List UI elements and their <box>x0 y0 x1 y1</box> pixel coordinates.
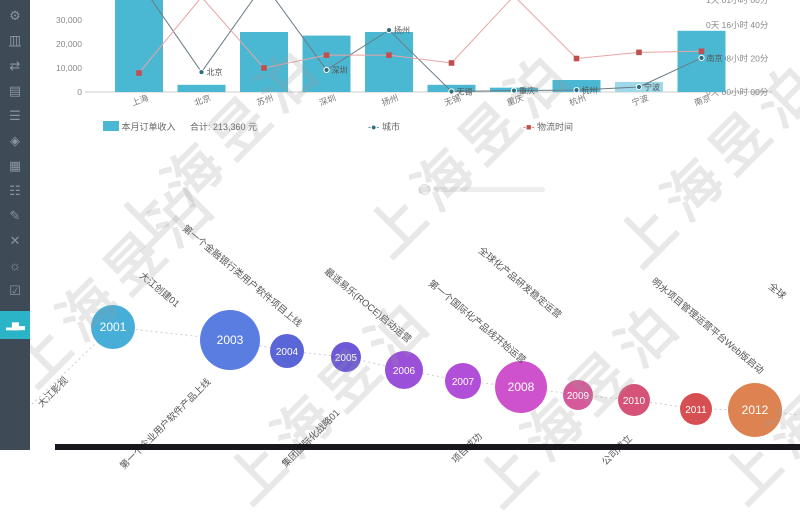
left-axis-tick: 0 <box>77 87 82 97</box>
city-line-point[interactable] <box>385 26 393 34</box>
bar-扬州[interactable] <box>365 32 413 92</box>
x-axis-label: 宁波 <box>630 92 650 107</box>
x-axis-label: 北京 <box>193 93 212 108</box>
bubble-year-label: 2003 <box>217 333 244 347</box>
x-axis-label: 深圳 <box>318 93 337 108</box>
sidebar-item-edit-pencil-icon[interactable]: ✎ <box>9 207 21 223</box>
legend-bar-series[interactable]: 本月订单收入 <box>103 120 176 133</box>
sidebar-item-bank-icon[interactable]: 皿 <box>8 34 22 49</box>
bubble-year-label: 2009 <box>567 391 590 402</box>
legend-bar-label: 本月订单收入 <box>121 122 176 132</box>
city-point-label: 北京 <box>207 67 223 77</box>
bubble-2008[interactable] <box>495 361 547 413</box>
logistics-line-point[interactable] <box>448 60 455 66</box>
city-line-point[interactable] <box>510 87 518 94</box>
left-axis-tick: 20,000 <box>56 39 82 49</box>
left-axis-tick: 10,000 <box>56 63 82 73</box>
total-label: 合计: 213,360 元 <box>190 122 258 132</box>
city-point-label: 重庆 <box>519 86 535 96</box>
bubble-2006[interactable] <box>385 351 423 389</box>
city-point-label: 无锡 <box>457 88 473 97</box>
bar-深圳[interactable] <box>302 35 351 92</box>
bubble-year-label: 2001 <box>100 320 127 334</box>
bubble-year-label: 2012 <box>742 403 769 417</box>
bubble-2005[interactable] <box>331 342 361 372</box>
logistics-line-point[interactable] <box>573 55 580 62</box>
bubble-year-label: 2008 <box>508 380 535 394</box>
sidebar-item-check-square-icon[interactable]: ☑ <box>9 282 21 298</box>
city-line-point[interactable] <box>448 88 455 95</box>
right-axis-tick: 0天 00小时 00分 <box>706 87 769 97</box>
bubble-year-label: 2010 <box>623 396 646 407</box>
legend-logistics-label: 物流时间 <box>536 122 573 132</box>
right-axis-tick: 0天 16小时 40分 <box>706 20 769 30</box>
sidebar-item-gem-icon[interactable]: ◈ <box>10 132 20 148</box>
sidebar-item-list-menu-icon[interactable]: ☰ <box>9 107 21 123</box>
bubble-year-label: 2006 <box>393 366 416 377</box>
bubble-2001[interactable] <box>91 305 135 349</box>
bottom-bar <box>55 444 800 450</box>
city-point-label: 扬州 <box>394 25 410 35</box>
slider-knob-icon[interactable] <box>419 184 430 195</box>
bubble-year-label: 2004 <box>276 347 299 358</box>
legend-city-series[interactable]: -●- 城市 <box>368 120 400 133</box>
left-axis-tick: 30,000 <box>56 15 82 25</box>
city-point-label: 南京 <box>707 53 723 63</box>
bar-swatch-icon <box>103 121 119 131</box>
bubble-2004[interactable] <box>270 334 304 368</box>
x-axis-label: 苏州 <box>255 93 274 108</box>
x-axis-label: 南京 <box>693 93 712 108</box>
bubble-2011[interactable] <box>680 393 712 425</box>
bubble-2009[interactable] <box>563 380 593 410</box>
orders-by-city-chart: 0 10,000 20,000 30,000 0天 00小时 00分 0天 08小时 20… <box>56 0 772 108</box>
right-axis-tick: 0天 08小时 20分 <box>706 53 769 63</box>
sidebar-item-transfer-arrows-icon[interactable]: ⇄ <box>9 57 21 73</box>
bubble-year-label: 2011 <box>685 405 707 416</box>
bubble-year-label: 2007 <box>452 377 475 388</box>
bar-南京[interactable] <box>677 30 726 92</box>
logistics-line-point[interactable] <box>386 52 392 58</box>
sidebar-item-chart-panel-icon[interactable]: ▤ <box>8 82 22 98</box>
milestone-bubble-timeline: 2001 2003 2004 2005 2006 2007 2008 2009 2010 2011… <box>30 305 800 437</box>
bubble-2007[interactable] <box>445 363 481 399</box>
bubble-2003[interactable] <box>200 310 260 370</box>
logistics-line-point[interactable] <box>698 48 705 55</box>
legend-total: 合计: 213,360 元 <box>190 120 257 133</box>
logistics-line-point[interactable] <box>261 65 267 71</box>
bar-无锡[interactable] <box>427 84 476 92</box>
sidebar-item-settings-gear-icon[interactable]: ⚙ <box>9 7 21 23</box>
city-point-label: 杭州 <box>582 85 598 95</box>
slider-track[interactable] <box>433 186 545 192</box>
sidebar: ⚙ 皿 ⇄ ▤ ☰ ◈ ▦ ☷ ✎ ✕ ☼ ☑ ▂▆▃ <box>0 0 30 450</box>
sidebar-item-bar-chart-icon[interactable]: ▂▆▃ <box>0 311 30 339</box>
city-line-point[interactable] <box>198 68 205 76</box>
city-line-point[interactable] <box>635 83 643 91</box>
line-circle-marker-icon: -●- <box>368 122 380 132</box>
x-axis-label: 扬州 <box>380 93 399 108</box>
sidebar-item-building-grid-icon[interactable]: ▦ <box>8 157 22 173</box>
bar-苏州[interactable] <box>240 32 288 92</box>
city-line-point[interactable] <box>698 54 705 62</box>
x-axis-label: 上海 <box>130 92 150 107</box>
city-line-point[interactable] <box>573 86 580 94</box>
legend-logistics-series[interactable]: -■- 物流时间 <box>523 120 573 133</box>
sidebar-item-sun-gear-icon[interactable]: ☼ <box>9 258 21 273</box>
bubble-year-label: 2005 <box>335 353 358 364</box>
right-axis-tick: 1天 01小时 00分 <box>706 0 769 5</box>
sidebar-item-sliders-icon[interactable]: ☷ <box>9 182 21 198</box>
city-point-label: 宁波 <box>644 82 660 92</box>
bubble-2012[interactable] <box>728 383 782 437</box>
city-line-point[interactable] <box>323 66 330 74</box>
line-square-marker-icon: -■- <box>523 122 535 132</box>
logistics-line-point[interactable] <box>136 70 142 76</box>
bar-北京[interactable] <box>177 84 226 92</box>
legend-city-label: 城市 <box>381 122 400 132</box>
logistics-line-point[interactable] <box>323 52 330 58</box>
city-point-label: 深圳 <box>332 65 348 75</box>
logistics-line-point[interactable] <box>636 49 642 56</box>
sidebar-item-close-x-icon[interactable]: ✕ <box>9 232 21 248</box>
bar-上海[interactable] <box>115 0 163 92</box>
bubble-2010[interactable] <box>618 384 650 416</box>
